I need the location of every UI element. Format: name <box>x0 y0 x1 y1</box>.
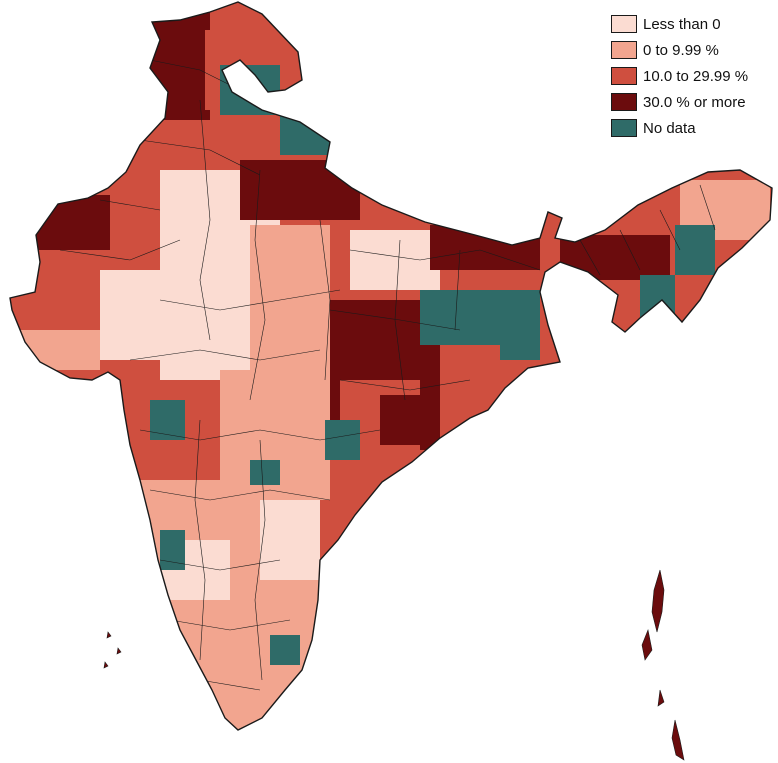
legend-item-30-or-more: 30.0 % or more <box>611 89 748 115</box>
andaman-nicobar-islands <box>641 569 685 761</box>
region-fill <box>100 270 160 360</box>
legend-swatch <box>611 93 637 111</box>
region-fill <box>250 225 330 375</box>
legend-swatch <box>611 15 637 33</box>
legend-label: No data <box>643 119 696 137</box>
legend-label: 10.0 to 29.99 % <box>643 67 749 85</box>
region-fill <box>220 65 280 115</box>
region-fill <box>640 275 675 365</box>
legend-swatch <box>611 119 637 137</box>
legend-label: 0 to 9.99 % <box>643 41 719 59</box>
region-fill <box>240 160 360 220</box>
legend-item-0-to-9-99: 0 to 9.99 % <box>611 37 748 63</box>
region-fill <box>430 225 540 270</box>
legend-label: Less than 0 <box>643 15 721 33</box>
map-legend: Less than 0 0 to 9.99 % 10.0 to 29.99 % … <box>611 11 748 141</box>
region-fill <box>380 395 440 445</box>
region-fill <box>35 195 110 250</box>
lakshadweep-islands <box>103 631 122 669</box>
legend-swatch <box>611 67 637 85</box>
region-fill <box>160 530 185 570</box>
district-boundaries <box>59 59 716 691</box>
region-fill <box>20 330 100 370</box>
region-fill <box>280 110 330 155</box>
legend-item-no-data: No data <box>611 115 748 141</box>
region-fill <box>500 320 540 360</box>
legend-item-less-than-0: Less than 0 <box>611 11 748 37</box>
region-fill <box>130 2 210 120</box>
legend-label: 30.0 % or more <box>643 93 746 111</box>
region-fill <box>150 400 185 440</box>
legend-item-10-to-29-99: 10.0 to 29.99 % <box>611 63 748 89</box>
region-fill <box>270 635 300 665</box>
region-fill <box>325 420 360 460</box>
legend-swatch <box>611 41 637 59</box>
region-fill <box>250 460 280 485</box>
region-fill <box>260 500 320 580</box>
region-fill <box>675 225 715 275</box>
region-fill <box>350 230 440 290</box>
